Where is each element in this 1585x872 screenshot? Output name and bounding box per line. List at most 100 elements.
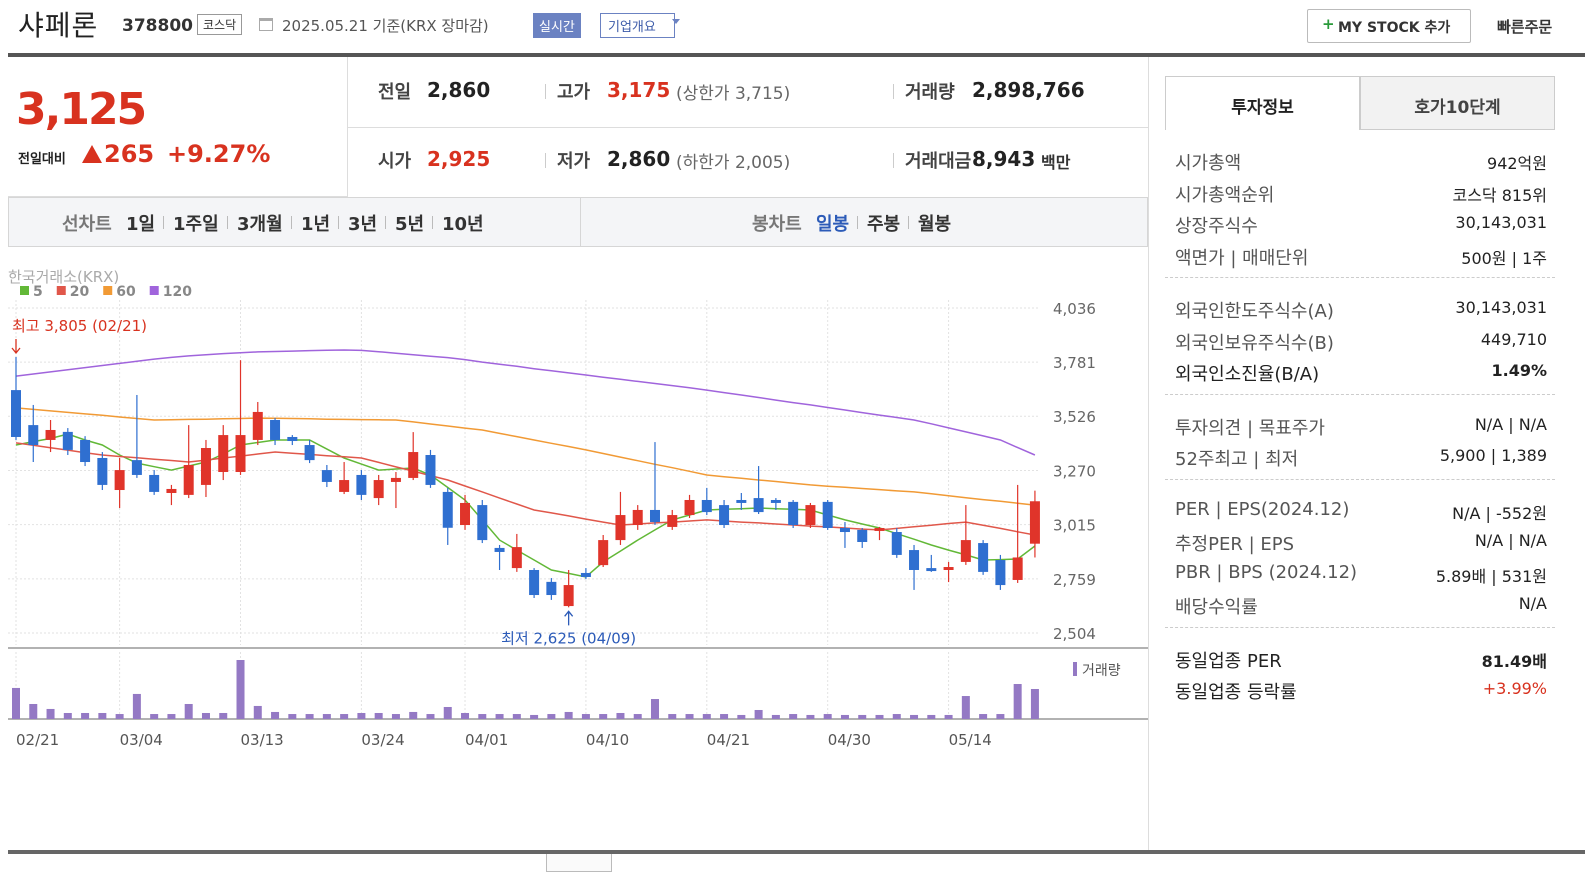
volume-bar	[426, 714, 435, 719]
candle-body	[684, 499, 695, 516]
x-tick-label: 05/14	[949, 731, 992, 749]
dropdown-arrow	[672, 19, 680, 24]
volume-bar	[46, 708, 55, 719]
x-tick-label: 02/21	[16, 731, 59, 749]
volume-bar	[357, 712, 366, 719]
candle-body	[943, 567, 954, 570]
candle-body	[477, 505, 488, 541]
volume-bar	[840, 714, 849, 719]
period-tab[interactable]: 일봉	[816, 214, 850, 235]
candle-body	[667, 515, 678, 527]
info-value: N/A	[1518, 594, 1547, 613]
period-tab[interactable]: 봉차트	[752, 214, 802, 235]
volume-bar	[581, 714, 590, 719]
period-tab[interactable]: 3년	[348, 214, 378, 235]
legend-swatch	[20, 286, 29, 295]
candle-body	[442, 491, 453, 528]
stat-note: (상한가 3,715)	[676, 84, 791, 104]
volume-bar	[150, 714, 159, 719]
period-tab[interactable]: 10년	[442, 214, 484, 235]
calendar-icon	[259, 18, 273, 31]
stat-separator	[893, 153, 894, 168]
period-tab[interactable]: 1일	[126, 214, 156, 235]
candle-body	[857, 529, 868, 542]
mystock-button[interactable]	[1307, 9, 1471, 43]
section-divider	[1165, 478, 1555, 480]
collapse-tab[interactable]	[546, 854, 612, 872]
volume-bar	[12, 687, 20, 719]
volume-bar	[495, 714, 504, 719]
candle-body	[45, 429, 56, 440]
period-tab[interactable]: 주봉	[867, 214, 901, 235]
mystock-label: MY STOCK 추가	[1338, 20, 1451, 36]
candle-body	[304, 445, 315, 461]
volume-bar	[875, 714, 884, 719]
candle-body	[511, 547, 522, 569]
stat-value: 2,860	[427, 78, 491, 102]
info-value: 30,143,031	[1455, 213, 1547, 232]
candle-body	[373, 480, 384, 499]
moving-average-line	[15, 349, 1036, 456]
info-tab-label[interactable]: 투자정보	[1231, 98, 1294, 118]
company-button[interactable]: 기업개요	[600, 13, 675, 38]
volume-bar	[892, 714, 901, 719]
candle-body	[131, 460, 142, 475]
candle-body	[460, 502, 471, 526]
candle-body	[546, 581, 557, 596]
realtime-button[interactable]: 실시간	[533, 13, 581, 38]
plus-icon: +	[1322, 15, 1335, 33]
current-price: 3,125	[16, 84, 147, 135]
candle-body	[270, 420, 281, 440]
up-triangle	[82, 145, 102, 163]
stat-label: 거래량	[905, 82, 955, 103]
volume-bar	[98, 712, 107, 719]
stat-label: 고가	[557, 82, 591, 103]
info-label: 시가총액순위	[1175, 184, 1275, 206]
candle-body	[770, 499, 781, 503]
volume-bar	[512, 714, 521, 719]
info-label: 시가총액	[1175, 153, 1242, 174]
y-tick-label: 3,526	[1053, 408, 1096, 426]
period-tab[interactable]: 월봉	[918, 214, 952, 235]
volume-bar	[322, 714, 331, 719]
candle-body	[183, 464, 194, 495]
legend-label: 20	[70, 284, 90, 300]
volume-legend-label: 거래량	[1082, 663, 1121, 679]
volume-bar	[737, 714, 746, 719]
volume-bar	[650, 699, 659, 719]
volume-bar	[961, 696, 970, 719]
y-tick-label: 3,015	[1053, 517, 1096, 535]
header-bar	[8, 53, 1585, 57]
candle-body	[822, 501, 833, 528]
volume-bar	[461, 712, 470, 719]
volume-bar	[789, 714, 798, 719]
info-value: 5,900 | 1,389	[1439, 446, 1547, 465]
info-value: N/A | N/A	[1474, 531, 1547, 550]
info-label: PBR | BPS (2024.12)	[1175, 561, 1358, 583]
candle-body	[97, 457, 108, 485]
info-tab[interactable]	[1360, 76, 1555, 130]
candle-body	[805, 505, 816, 526]
stock-code: 378800	[122, 16, 193, 36]
volume-bar	[616, 712, 625, 719]
period-tab[interactable]: 선차트	[62, 214, 112, 235]
quick-order[interactable]: 빠른주문	[1497, 18, 1553, 36]
info-value: 30,143,031	[1455, 298, 1547, 317]
period-tab[interactable]: 1주일	[173, 214, 219, 235]
candle-body	[62, 431, 73, 450]
volume-legend-swatch	[1073, 662, 1077, 676]
volume-bar	[167, 714, 176, 719]
volume-bar	[219, 712, 228, 719]
footer-bar	[8, 850, 1585, 854]
stat-value: 8,943	[972, 147, 1036, 171]
volume-bar	[115, 714, 124, 719]
y-tick-label: 3,781	[1053, 354, 1096, 372]
stat-value: 2,925	[427, 147, 491, 171]
info-value: 81.49배	[1481, 651, 1547, 671]
period-tab[interactable]: 1년	[301, 214, 331, 235]
info-tab-label[interactable]: 호가10단계	[1414, 98, 1501, 118]
period-tab[interactable]: 3개월	[237, 214, 283, 235]
x-tick-label: 04/21	[707, 731, 750, 749]
period-tab[interactable]: 5년	[395, 214, 425, 235]
section-divider	[1165, 393, 1555, 395]
